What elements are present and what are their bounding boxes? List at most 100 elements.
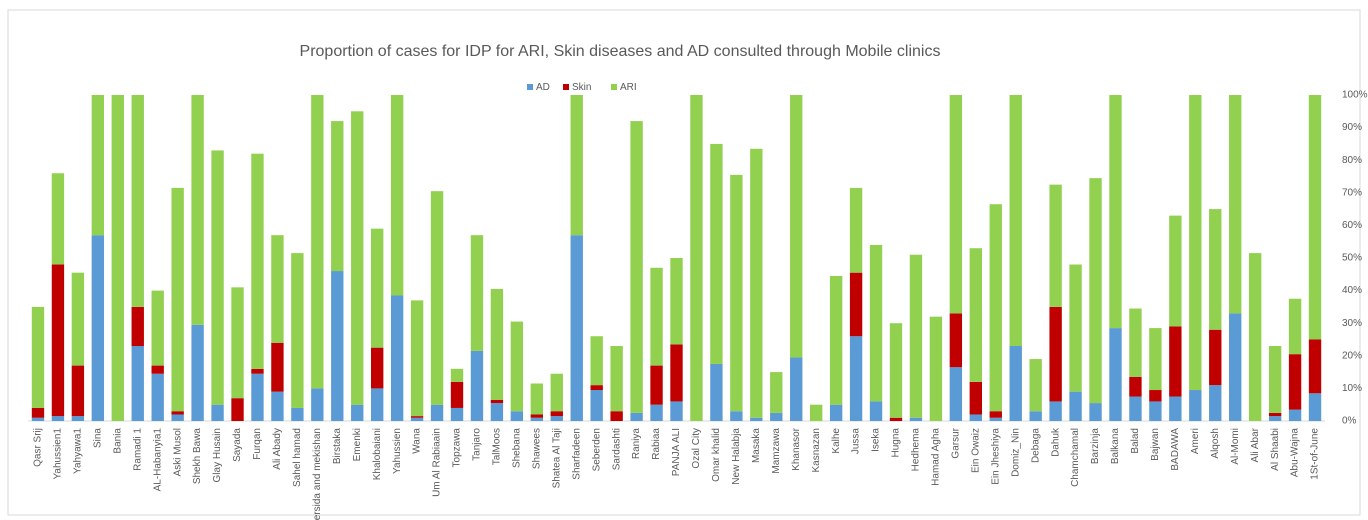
x-tick-label: Aski Musol [172, 428, 183, 476]
x-tick-label: Bania [112, 428, 123, 454]
x-tick-label: BADAWA [1170, 428, 1181, 471]
bar-segment [949, 95, 963, 314]
bar-segment [530, 417, 544, 421]
bar-segment [790, 95, 803, 358]
y-tick-label: 100% [1342, 90, 1368, 101]
bar-segment [969, 381, 982, 415]
bar-segment [1229, 313, 1242, 421]
x-tick-label: Hedhema [911, 428, 922, 472]
legend-label: Skin [572, 82, 591, 93]
x-tick-label: Ali Abady [272, 428, 283, 470]
bar-segment [1268, 412, 1282, 417]
bar-segment [231, 398, 244, 421]
y-tick-label: 0% [1342, 416, 1357, 427]
bar-segment [770, 412, 783, 421]
bar-segment [111, 95, 124, 421]
bar-segment [1248, 253, 1262, 421]
x-tick-label: Alqosh [1210, 428, 1221, 459]
bar-segment [1189, 95, 1202, 391]
x-tick-label: PANJA ALI [671, 428, 682, 476]
bar-segment [750, 148, 763, 418]
x-tick-label: Debaga [1030, 428, 1041, 463]
bar-segment [151, 373, 164, 421]
bar-segment [490, 288, 504, 400]
bar-segment [271, 235, 284, 343]
bar-segment [71, 416, 85, 421]
bar-segment [131, 306, 144, 347]
x-tick-label: Rabiaa [651, 428, 662, 460]
x-tick-label: Barzinja [1090, 428, 1101, 465]
bar-segment [51, 264, 65, 417]
bar-segment [1268, 346, 1282, 413]
x-tick-label: Ameri [1190, 428, 1201, 454]
bar-segment [450, 407, 464, 421]
x-tick-label: Kasnazan [811, 428, 822, 472]
x-tick-label: Domiz_Nin [1010, 428, 1021, 477]
bar-segment [929, 316, 943, 421]
x-tick-label: Sharfadeen [571, 428, 582, 480]
y-tick-label: 10% [1342, 383, 1362, 394]
x-tick-label: Jussa [851, 428, 862, 455]
bar-segment [550, 416, 563, 421]
bar-segment [849, 336, 863, 421]
bar-segment [730, 411, 743, 421]
x-tick-label: Topzawa [452, 428, 463, 468]
x-tick-label: Bajwan [1150, 428, 1161, 461]
x-tick-label: Khanasor [791, 427, 802, 470]
bar-segment [211, 150, 224, 405]
bar-segment [351, 404, 364, 421]
bar-segment [570, 95, 583, 236]
bar-segment [790, 357, 803, 421]
bar-segment [1049, 184, 1062, 307]
y-tick-label: 40% [1342, 285, 1362, 296]
x-tick-label: Furqan [252, 428, 263, 460]
bar-segment [191, 324, 204, 421]
bar-segment [1308, 95, 1322, 340]
bar-segment [390, 95, 404, 296]
y-tick-label: 60% [1342, 220, 1362, 231]
bar-segment [450, 368, 464, 382]
bar-segment [670, 401, 683, 421]
y-tick-label: 50% [1342, 253, 1362, 264]
bar-segment [371, 228, 384, 348]
bar-segment [1089, 403, 1102, 421]
bar-segment [1049, 306, 1062, 402]
bar-segment [690, 95, 703, 421]
bar-segment [410, 300, 424, 417]
y-tick-label: 70% [1342, 187, 1362, 198]
x-tick-label: Ein Jheshiya [990, 428, 1001, 485]
bar-segment [610, 346, 623, 412]
bar-segment [650, 365, 663, 405]
bar-segment [1209, 329, 1222, 386]
bar-segment [291, 407, 304, 421]
bar-segment [969, 248, 982, 382]
x-tick-label: Ramadi 1 [132, 428, 143, 471]
bar-segment [1129, 396, 1142, 421]
bar-segment [1288, 409, 1302, 421]
bar-segment [710, 143, 723, 364]
bar-segment [650, 267, 663, 366]
bar-segment [550, 373, 563, 412]
bar-segment [530, 383, 544, 415]
bar-segment [1288, 354, 1302, 410]
bar-segment [271, 342, 284, 392]
bar-segment [1069, 391, 1082, 421]
bar-segment [1129, 376, 1142, 397]
x-tick-label: TalMoos [492, 428, 503, 465]
legend-label: ARI [620, 82, 637, 93]
x-tick-label: Emenki [352, 428, 363, 461]
bar-segment [829, 275, 843, 405]
bar-segment [949, 313, 963, 368]
x-tick-label: Khalobaiani [372, 428, 383, 480]
x-tick-label: Shekh Bawa [192, 428, 203, 485]
x-tick-label: Birstaka [332, 428, 343, 465]
x-tick-label: Yahussien1 [53, 428, 64, 480]
x-tick-label: New Halabja [731, 428, 742, 485]
bar-segment [909, 254, 923, 418]
bar-segment [630, 121, 643, 413]
bar-segment [131, 346, 144, 421]
bar-segment [171, 414, 184, 421]
bar-segment [909, 417, 923, 421]
x-tick-label: Yahussien [392, 428, 403, 474]
bar-segment [211, 404, 224, 421]
